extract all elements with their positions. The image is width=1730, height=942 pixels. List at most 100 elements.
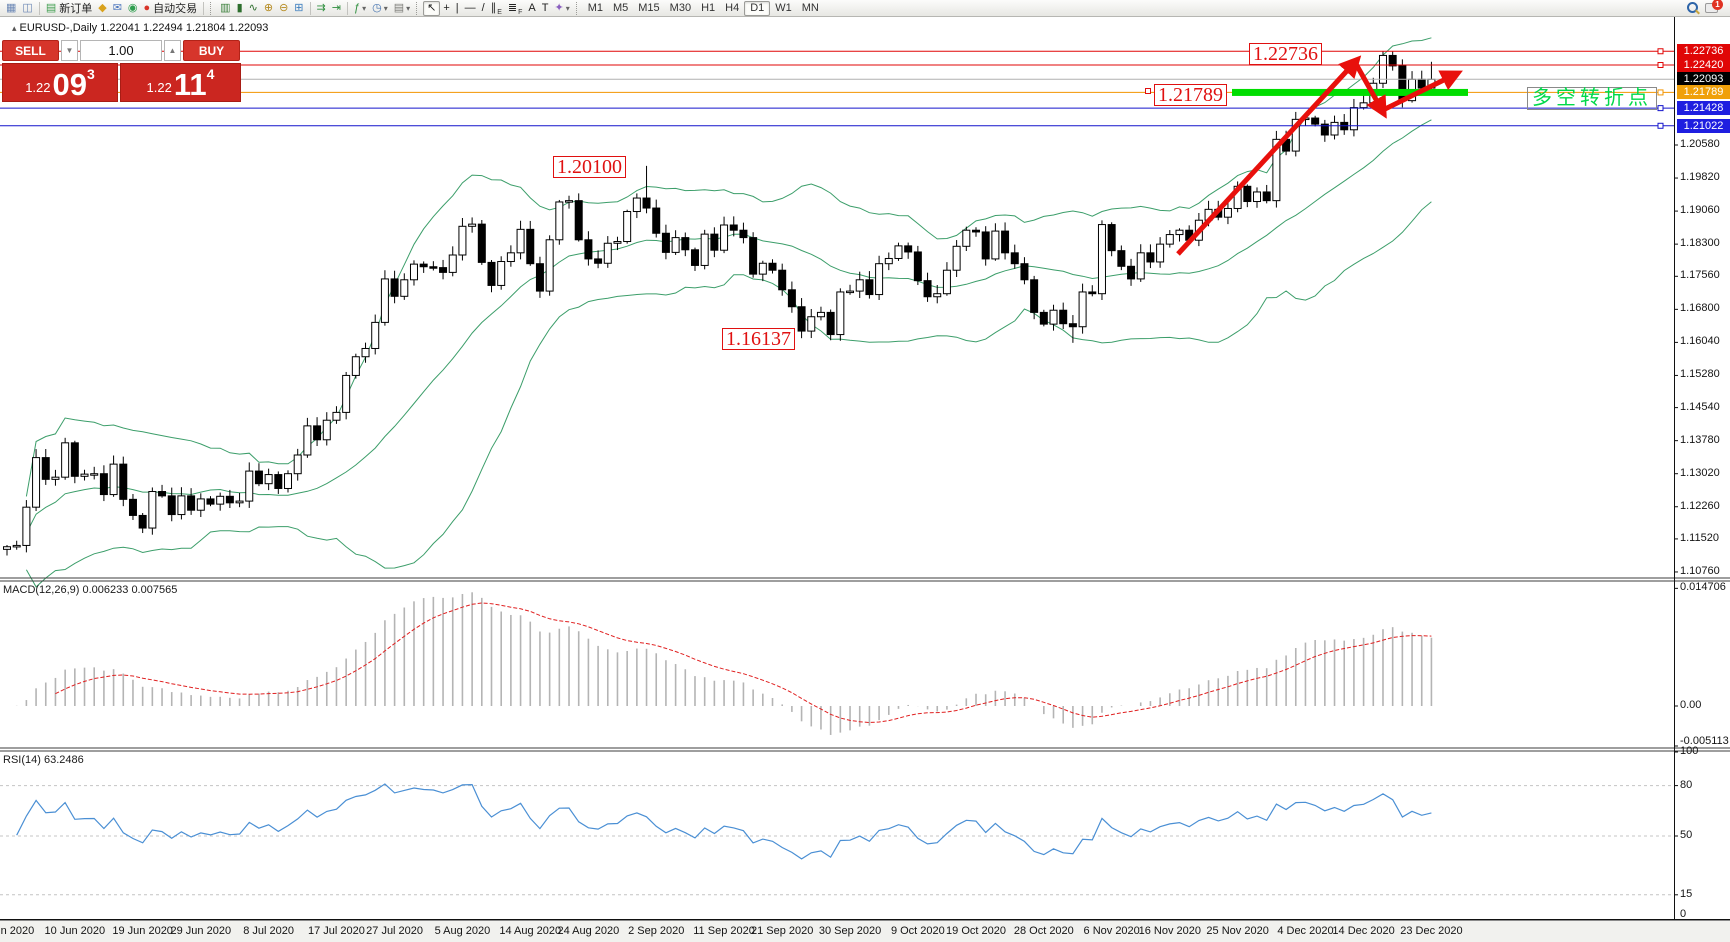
price-axis-tick: 1.19060	[1680, 204, 1720, 217]
chart-shift-icon[interactable]: ⇥	[329, 1, 344, 16]
cursor-button[interactable]: ↖	[423, 0, 441, 16]
macd-main-value: 0.006233	[82, 584, 129, 596]
templates-button[interactable]: ▤ ▾	[391, 1, 413, 16]
time-axis[interactable]	[0, 920, 1730, 942]
arrows-button[interactable]: ✦ ▾	[551, 1, 572, 16]
turning-point-note[interactable]: 多空转折点	[1527, 87, 1657, 110]
date-axis-label: 29 Jun 2020	[170, 925, 232, 937]
equidistant-channel-button[interactable]: ∥ E	[488, 1, 505, 16]
timeframe-button-h1[interactable]: H1	[701, 1, 716, 14]
chart-window: ▴ EURUSD-,Daily 1.22041 1.22494 1.21804 1…	[0, 17, 1730, 942]
tile-windows-icon-glyph: ⊞	[294, 2, 304, 14]
sell-button[interactable]: SELL	[2, 40, 59, 61]
vertical-line-button[interactable]: |	[453, 1, 462, 16]
auto-scroll-icon-glyph: ⇉	[316, 2, 326, 14]
volume-decrease-button[interactable]: ▼	[61, 40, 78, 61]
zoom-in-icon-glyph: ⊕	[263, 2, 274, 14]
timeframe-button-h4[interactable]: H4	[725, 1, 740, 14]
volume-input[interactable]: 1.00	[80, 40, 162, 61]
rsi-axis-tick: 100	[1680, 745, 1699, 757]
arrows-button-dropdown-icon[interactable]: ▾	[565, 3, 570, 13]
price-annotation[interactable]: 1.21789	[1154, 84, 1227, 106]
buy-button[interactable]: BUY	[183, 40, 240, 61]
collapse-one-click-icon[interactable]: ▴	[12, 23, 17, 33]
rsi-label: RSI(14) 63.2486	[3, 754, 84, 766]
templates-button-glyph: ▤	[393, 2, 405, 14]
macd-axis-tick: -0.005113	[1680, 735, 1729, 747]
bar-chart-icon[interactable]: ▥	[217, 1, 233, 16]
price-annotation[interactable]: 1.16137	[722, 328, 795, 350]
timeframe-button-m1[interactable]: M1	[587, 1, 603, 14]
bid-price-big: 09	[52, 66, 87, 102]
zoom-out-icon[interactable]: ⊖	[276, 1, 291, 16]
chart-shift-icon-glyph: ⇥	[331, 2, 341, 14]
toolbar-grip[interactable]	[210, 1, 214, 15]
periods-button-dropdown-icon[interactable]: ▾	[383, 3, 388, 13]
sweep-icon[interactable]: ◆	[95, 1, 109, 16]
timeframe-button-m5[interactable]: M5	[612, 1, 629, 14]
indicators-button[interactable]: ƒ ▾	[351, 1, 369, 16]
chat-icon[interactable]: 1	[1702, 0, 1723, 16]
fibonacci-button[interactable]: ≣ F	[505, 1, 526, 16]
periods-button[interactable]: ◷ ▾	[369, 1, 391, 16]
price-axis-tick: 1.14540	[1680, 400, 1720, 413]
macd-label: MACD(12,26,9) 0.006233 0.007565	[3, 584, 178, 596]
signal-icon-glyph: ◉	[127, 2, 138, 14]
signal-icon[interactable]: ◉	[125, 1, 141, 16]
price-axis-tick: 1.16800	[1680, 302, 1720, 315]
profiles-icon[interactable]: ◫	[19, 1, 35, 16]
price-annotation[interactable]: 1.20100	[553, 156, 626, 178]
templates-button-dropdown-icon[interactable]: ▾	[406, 3, 411, 13]
text-label-button[interactable]: T	[539, 1, 552, 16]
crosshair-button[interactable]: +	[440, 1, 452, 16]
autotrade-button[interactable]: ● 自动交易	[141, 1, 201, 16]
candlestick-icon[interactable]: ▮	[234, 1, 246, 16]
text-button-glyph: A	[528, 2, 536, 14]
chat-bubble-glyph: 1	[1705, 0, 1723, 13]
autotrade-button-glyph: ●	[143, 2, 151, 14]
toolbar-grip[interactable]	[575, 1, 580, 15]
timeframe-button-m15[interactable]: M15	[638, 1, 660, 14]
timeframe-button-m30[interactable]: M30	[669, 1, 692, 14]
date-axis-label: 6 Nov 2020	[1083, 925, 1140, 937]
date-axis-label: 23 Dec 2020	[1400, 925, 1463, 937]
auto-scroll-icon[interactable]: ⇉	[314, 1, 329, 16]
periods-button-glyph: ◷	[372, 2, 382, 14]
tile-windows-icon[interactable]: ⊞	[291, 1, 306, 16]
date-axis-label: 9 Oct 2020	[890, 925, 945, 937]
date-axis-label: 17 Jul 2020	[308, 925, 365, 937]
toolbar-grip[interactable]	[416, 1, 420, 15]
rsi-value: 63.2486	[43, 754, 84, 766]
indicators-button-dropdown-icon[interactable]: ▾	[362, 3, 367, 13]
timeframe-toolbar: M1 M5 M15 M30 H1 H4 D1 W1 MN	[583, 0, 824, 16]
zoom-in-icon[interactable]: ⊕	[261, 1, 276, 16]
price-axis-tick: 1.17560	[1680, 269, 1720, 282]
horizontal-line-button-glyph: —	[464, 2, 476, 14]
fibonacci-button-glyph: ≣	[507, 2, 518, 14]
bid-price-display[interactable]: 1.22 09 3	[2, 63, 118, 102]
search-icon[interactable]	[1684, 1, 1702, 16]
candlestick-icon-glyph: ▮	[236, 2, 243, 14]
chart-title: ▴ EURUSD-,Daily 1.22041 1.22494 1.21804 1…	[12, 22, 269, 34]
timeframe-button-mn[interactable]: MN	[801, 1, 819, 14]
trendline-button[interactable]: /	[479, 1, 488, 16]
ask-price-display[interactable]: 1.22 11 4	[120, 63, 241, 102]
equidistant-channel-button-glyph: ∥	[490, 2, 497, 14]
price-axis-badge: 1.22420	[1677, 58, 1730, 72]
fibonacci-button-sub: F	[518, 8, 523, 16]
timeframe-button-d1[interactable]: D1	[744, 0, 771, 16]
price-axis-badge: 1.21428	[1677, 101, 1730, 116]
charts-window-icon[interactable]: ▦	[3, 1, 19, 16]
trendline-button-glyph: /	[481, 2, 485, 14]
line-chart-icon[interactable]: ∿	[246, 1, 261, 16]
notification-badge: 1	[1712, 0, 1723, 10]
horizontal-line-button[interactable]: —	[462, 1, 479, 16]
price-annotation[interactable]: 1.22736	[1249, 43, 1322, 65]
mail-icon[interactable]: ✉	[110, 1, 125, 16]
text-button[interactable]: A	[525, 1, 538, 16]
volume-increase-button[interactable]: ▲	[164, 40, 181, 61]
timeframe-button-w1[interactable]: W1	[775, 1, 792, 14]
price-axis-tick: 1.10760	[1680, 564, 1720, 577]
new-order-button[interactable]: ▤ 新订单	[43, 1, 95, 16]
